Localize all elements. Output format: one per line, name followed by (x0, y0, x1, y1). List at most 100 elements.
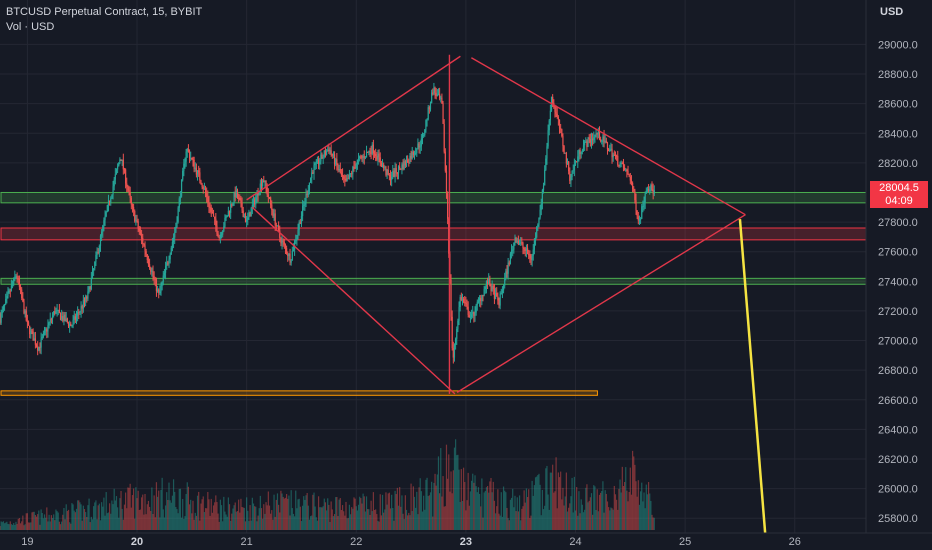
candle-body (266, 187, 268, 195)
volume-bar (256, 521, 258, 530)
candle-body (514, 237, 516, 243)
volume-bar (315, 517, 317, 530)
candle-body (606, 142, 609, 150)
candle-body (523, 247, 525, 249)
candle-body (355, 163, 357, 169)
volume-bar (231, 513, 233, 530)
candle-body (439, 93, 441, 99)
volume-bar (539, 484, 541, 530)
candle-body (459, 297, 461, 308)
volume-bar (341, 505, 344, 530)
candle-body (579, 149, 581, 154)
candle-body (601, 140, 603, 142)
candle-body (63, 314, 65, 321)
candle-body (305, 194, 307, 203)
candle-body (443, 123, 445, 152)
candle-body (296, 235, 298, 241)
volume-bar (558, 477, 561, 530)
candle-body (573, 164, 575, 171)
volume-bar (492, 481, 494, 530)
candle-body (260, 183, 263, 187)
candle-body (153, 276, 155, 279)
candle-body (235, 190, 237, 198)
volume-bar (475, 486, 477, 530)
volume-bar (466, 500, 468, 530)
candle-body (384, 167, 386, 169)
volume-bar (352, 508, 354, 530)
volume-bar (313, 492, 315, 530)
candle-body (86, 296, 88, 299)
candle-body (397, 166, 400, 173)
volume-bar (332, 516, 335, 530)
candle-body (180, 179, 183, 197)
candle-body (359, 156, 361, 159)
candle-body (568, 161, 570, 172)
candle-body (402, 164, 404, 170)
volume-bar (541, 489, 543, 530)
volume-bar (437, 456, 440, 530)
candle-body (436, 94, 438, 97)
volume-bar (7, 523, 9, 530)
candle-body (105, 211, 107, 217)
volume-bar (303, 496, 305, 530)
volume-bar (415, 507, 417, 530)
volume-bar (481, 478, 483, 530)
volume-bar (164, 505, 167, 530)
volume-bar (629, 467, 631, 530)
volume-bar (435, 485, 437, 530)
volume-bar (312, 494, 314, 530)
candle-body (433, 87, 435, 94)
candle-body (565, 152, 567, 164)
candle-body (383, 164, 385, 169)
volume-bar (217, 513, 219, 530)
volume-bar (396, 487, 398, 530)
candle-body (278, 225, 280, 231)
candle-body (360, 156, 362, 158)
candle-body (493, 289, 496, 299)
candle-body (110, 198, 112, 203)
candle-body (338, 169, 340, 171)
volume-bar (463, 467, 465, 530)
volume-bar (5, 522, 7, 530)
volume-bar (228, 504, 231, 530)
candle-body (140, 233, 143, 238)
price-tick-label: 26400.0 (878, 424, 918, 436)
candle-body (188, 151, 191, 159)
candle-body (71, 325, 73, 327)
candle-body (363, 155, 365, 159)
volume-bar (121, 508, 123, 530)
volume-bar (279, 512, 281, 530)
price-tick-label: 25800.0 (878, 513, 918, 525)
candle-body (528, 254, 530, 256)
candle-body (243, 215, 245, 218)
candle-body (136, 220, 138, 222)
candle-body (239, 197, 241, 201)
volume-bar (392, 508, 394, 530)
candle-body (395, 168, 397, 173)
price-tick-label: 26800.0 (878, 365, 918, 377)
volume-bar (10, 524, 13, 530)
volume-bar (243, 507, 245, 530)
volume-bar (459, 501, 461, 530)
time-tick-label: 23 (460, 536, 472, 548)
volume-bar (43, 514, 46, 530)
volume-bar (35, 516, 38, 530)
volume-bar (71, 503, 73, 530)
candle-body (624, 167, 626, 171)
candle-body (643, 202, 645, 206)
volume-bar (395, 494, 397, 530)
candle-body (587, 137, 589, 147)
volume-bar (445, 444, 448, 530)
volume-bar (196, 495, 199, 530)
candle-body (125, 169, 127, 184)
candle-body (480, 298, 482, 302)
candle-body (602, 136, 604, 141)
candle-body (31, 330, 33, 332)
volume-bar (276, 493, 279, 530)
volume-bar (134, 518, 136, 530)
candle-body (407, 159, 409, 163)
candle-body (85, 296, 87, 302)
volume-bar (386, 504, 388, 530)
volume-bar (118, 517, 120, 530)
